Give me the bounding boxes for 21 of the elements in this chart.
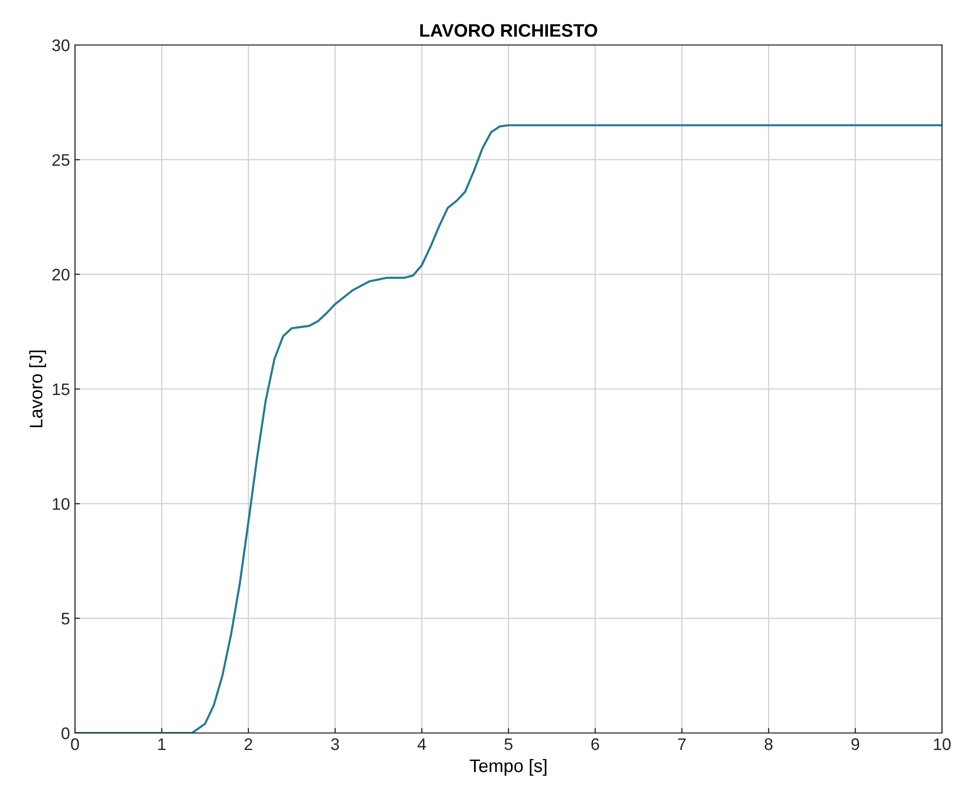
y-axis-title: Lavoro [J] bbox=[29, 350, 46, 428]
y-tick-label: 30 bbox=[52, 39, 70, 52]
x-tick-label: 10 bbox=[934, 738, 951, 750]
y-tick-label: 20 bbox=[52, 268, 70, 281]
y-tick-label: 0 bbox=[62, 727, 70, 740]
x-tick-label: 0 bbox=[71, 738, 79, 750]
y-tick-label: 10 bbox=[52, 498, 70, 510]
x-tick-label: 1 bbox=[158, 738, 166, 750]
x-tick-label: 8 bbox=[764, 738, 773, 750]
x-tick-label: 4 bbox=[418, 738, 426, 750]
y-tick-label: 25 bbox=[52, 154, 70, 166]
x-tick-label: 5 bbox=[504, 738, 512, 750]
y-tick-label: 15 bbox=[52, 384, 70, 396]
y-tick-label: 5 bbox=[62, 612, 70, 625]
chart-title: LAVORO RICHIESTO bbox=[420, 24, 598, 37]
x-tick-label: 9 bbox=[851, 738, 860, 750]
x-axis-title: Tempo [s] bbox=[470, 758, 546, 776]
x-tick-label: 7 bbox=[678, 738, 686, 750]
x-tick-label: 3 bbox=[331, 738, 339, 750]
x-tick-label: 2 bbox=[244, 738, 252, 750]
x-tick-label: 6 bbox=[591, 738, 600, 750]
